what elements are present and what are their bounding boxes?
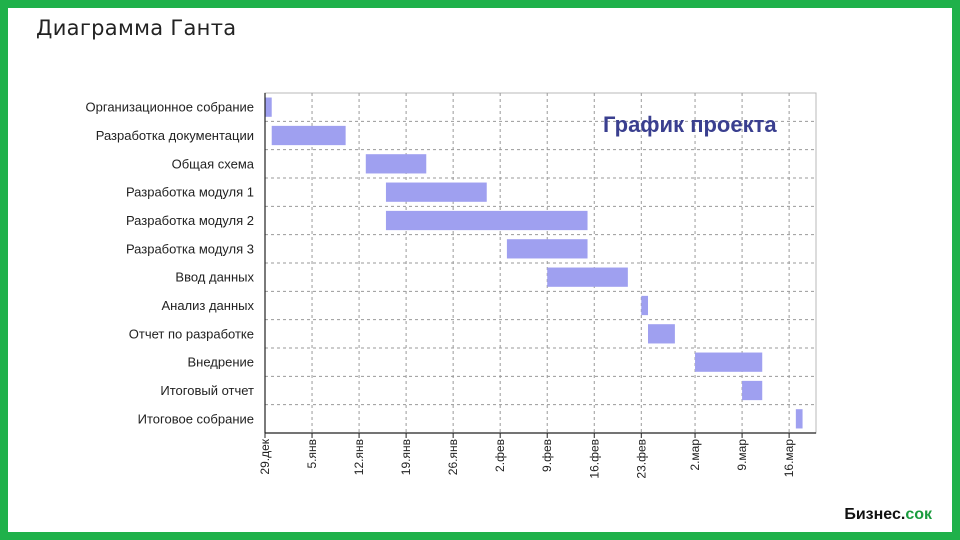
slide-title: Диаграмма Ганта [36, 16, 237, 40]
task-bar [641, 295, 649, 316]
task-label: Общая схема [172, 156, 255, 171]
task-label: Разработка модуля 3 [126, 241, 254, 256]
task-bar [695, 352, 763, 372]
brand-logo: Бизнес.сок [844, 506, 932, 524]
task-bar [365, 154, 427, 174]
tick-label: 16.фев [587, 439, 601, 479]
tick-label: 23.фев [634, 439, 648, 479]
task-label: Внедрение [187, 355, 254, 370]
brand-main: Бизнес. [844, 506, 906, 523]
task-label: Итоговое собрание [138, 411, 254, 426]
tick-label: 2.фев [493, 439, 507, 472]
task-bar [648, 324, 675, 344]
task-bar [506, 239, 588, 259]
task-bar [795, 409, 803, 429]
tick-label: 19.янв [399, 439, 413, 475]
task-bar [742, 380, 763, 401]
tick-label: 26.янв [446, 439, 460, 475]
task-label: Разработка документации [96, 128, 254, 143]
task-bar [385, 182, 487, 202]
task-labels: Организационное собрание Разработка докум… [86, 100, 255, 427]
chart-title: График проекта [603, 112, 777, 137]
tick-label: 5.янв [305, 439, 319, 469]
task-bars [265, 97, 803, 429]
task-bar [547, 267, 628, 287]
tick-label: 16.мар [782, 439, 796, 478]
task-label: Разработка модуля 1 [126, 185, 254, 200]
task-label: Разработка модуля 2 [126, 213, 254, 228]
task-label: Итоговый отчет [160, 383, 254, 398]
grid-lines [265, 93, 816, 433]
tick-label: 29.дек [258, 438, 272, 474]
task-label: Организационное собрание [86, 100, 254, 115]
tick-label: 12.янв [352, 439, 366, 475]
tick-label: 2.мар [688, 439, 702, 471]
tick-label: 9.мар [735, 439, 749, 471]
tick-label: 9.фев [540, 439, 554, 472]
task-label: Анализ данных [161, 298, 254, 313]
brand-suffix: сок [905, 506, 932, 523]
task-label: Ввод данных [175, 270, 254, 285]
task-bar [265, 97, 272, 117]
task-bar [271, 125, 346, 146]
task-label: Отчет по разработке [129, 326, 254, 341]
x-axis-ticks: 29.дек 5.янв 12.янв 19.янв 26.янв 2.фев 9.фев 1… [258, 433, 796, 479]
task-bar [385, 210, 588, 231]
